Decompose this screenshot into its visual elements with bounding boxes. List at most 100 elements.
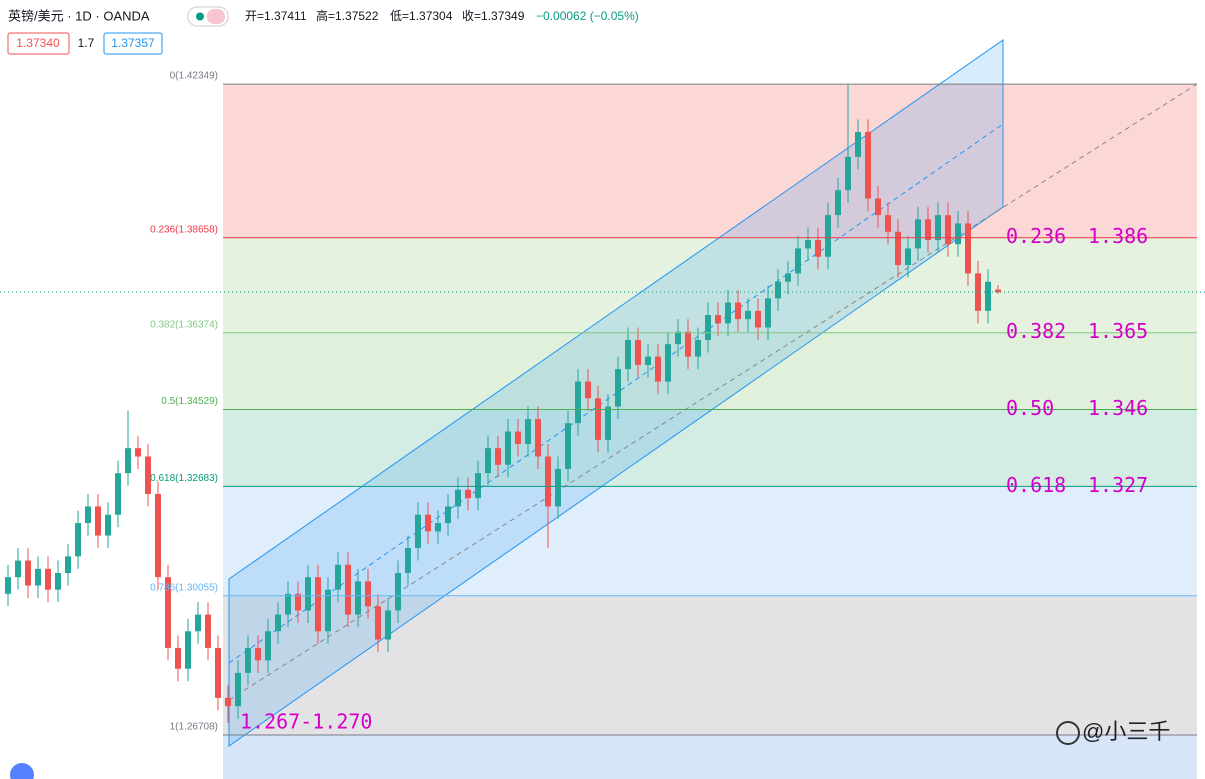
candle-body [165, 577, 171, 648]
candle-body [305, 577, 311, 611]
ohlc-low: 低=1.37304 [390, 9, 453, 23]
fib-label: 0.786(1.30055) [150, 582, 218, 593]
candle-body [175, 647, 181, 669]
candle-body [905, 248, 911, 266]
candle-body [265, 631, 271, 661]
fib-label: 0.5(1.34529) [161, 396, 218, 407]
fib-zones [223, 84, 1197, 779]
bid-box[interactable] [7, 32, 70, 55]
candle-body [565, 423, 571, 469]
candle-body [825, 215, 831, 257]
fib-zone [223, 332, 1197, 410]
candle-body [125, 448, 131, 474]
candle-body [525, 419, 531, 445]
annotation-level: 0.382 [1006, 319, 1066, 343]
trend-line [228, 83, 1198, 701]
fib-label: 0.618(1.32683) [150, 473, 218, 484]
candle-body [855, 131, 861, 157]
candle-body [845, 156, 851, 191]
candle-body [945, 215, 951, 245]
candle-body [495, 448, 501, 465]
candle-body [535, 419, 541, 457]
candle-body [385, 610, 391, 640]
annotation-level: 0.50 [1006, 396, 1054, 420]
candle-body [55, 573, 61, 590]
ask-box[interactable] [103, 32, 163, 55]
candle-body [745, 310, 751, 320]
annotation-price: 1.386 [1088, 224, 1148, 248]
candle-body [955, 223, 961, 245]
candle-body [725, 302, 731, 324]
overlay: 0(1.42349) 0.236(1.38658) 0.382(1.36374) 0.… [0, 71, 1205, 736]
candle-body [555, 468, 561, 507]
fib-zone [223, 84, 1197, 238]
candle-body [735, 302, 741, 320]
candle-body [115, 473, 121, 515]
candle-body [685, 331, 691, 357]
ohlc-change: −0.00062 (−0.05%) [536, 9, 639, 23]
candle-body [605, 406, 611, 440]
candle-body [315, 577, 321, 632]
candle-body [235, 672, 241, 707]
status-icon [207, 9, 225, 24]
candle-body [365, 581, 371, 607]
candle-body [145, 456, 151, 494]
candle-body [465, 489, 471, 499]
candle-body [475, 473, 481, 499]
candle-body [675, 331, 681, 345]
candle-body [295, 593, 301, 611]
candle-body [185, 631, 191, 669]
fib-label: 0(1.42349) [170, 71, 218, 82]
annotation-level: 0.236 [1006, 224, 1066, 248]
candle-body [245, 647, 251, 673]
fib-zone [223, 734, 1197, 779]
fib-label: 0.236(1.38658) [150, 224, 218, 235]
candle-body [15, 560, 21, 578]
candle-body [765, 298, 771, 328]
candle-body [695, 339, 701, 357]
candle-body [655, 356, 661, 382]
annotation-price: 1.327 [1088, 473, 1148, 497]
candle-body [285, 593, 291, 615]
candle-body [355, 581, 361, 615]
candle-body [85, 506, 91, 524]
fib-zone [223, 409, 1197, 487]
candle-body [395, 573, 401, 611]
candle-body [895, 231, 901, 266]
candle-body [405, 548, 411, 574]
candle-body [865, 131, 871, 199]
ohlc-open: 开=1.37411 [245, 9, 307, 23]
candle-body [135, 448, 141, 457]
ask: 1.37357 [111, 36, 155, 50]
annotation-price: 1.346 [1088, 396, 1148, 420]
candle-body [505, 431, 511, 465]
candle-body [875, 198, 881, 216]
candle-body [715, 315, 721, 324]
fib-label: 1(1.26708) [170, 722, 218, 733]
candle-body [215, 647, 221, 698]
candle-body [485, 448, 491, 474]
annotation-price: 1.365 [1088, 319, 1148, 343]
candle-body [345, 564, 351, 615]
candle-body [785, 273, 791, 282]
candle-body [25, 560, 31, 586]
candle-body [95, 506, 101, 536]
candle-body [425, 514, 431, 532]
range-note: 1.267-1.270 [240, 710, 372, 734]
ohlc-close: 收=1.37349 [462, 9, 525, 23]
candle-body [615, 369, 621, 407]
watermark-icon [1056, 721, 1080, 745]
candle-body [915, 219, 921, 249]
status-dot [196, 12, 204, 21]
candle-body [835, 190, 841, 216]
candle-body [985, 281, 991, 311]
candle-body [635, 339, 641, 365]
symbol: 英镑/美元 · 1D · OANDA [8, 8, 150, 23]
candle-body [965, 223, 971, 274]
annotation-level: 0.618 [1006, 473, 1066, 497]
candle-body [805, 240, 811, 249]
candle-body [105, 514, 111, 536]
candle-body [645, 356, 651, 365]
candle-body [755, 310, 761, 328]
